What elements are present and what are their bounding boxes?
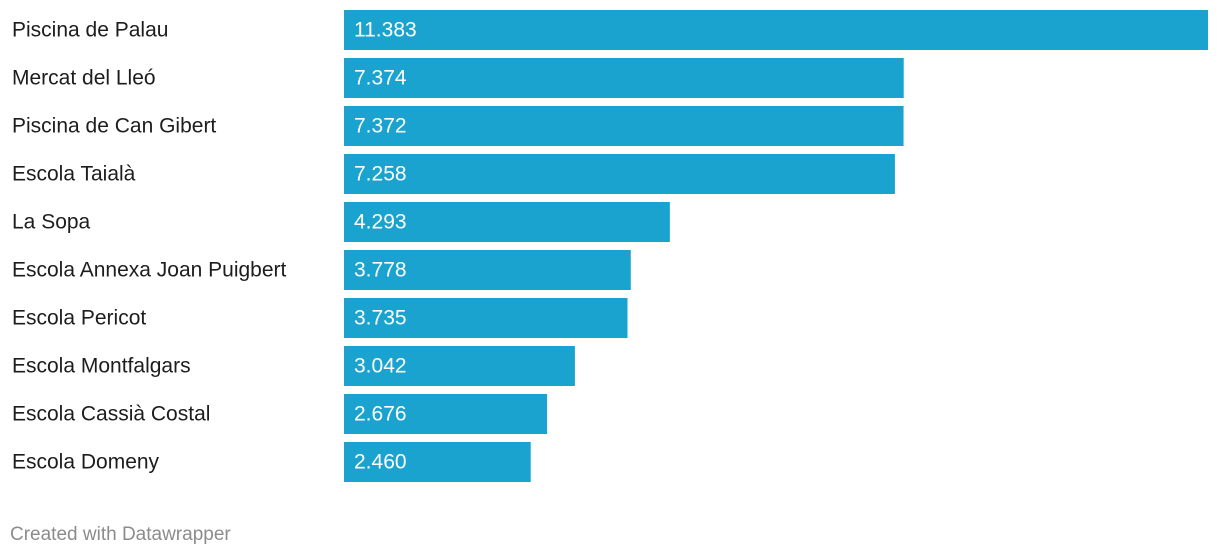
value-label: 7.258 bbox=[354, 163, 407, 186]
category-label: Escola Domeny bbox=[12, 451, 160, 474]
bar bbox=[344, 442, 531, 482]
bar bbox=[344, 202, 670, 242]
category-label: Escola Annexa Joan Puigbert bbox=[12, 259, 287, 282]
value-label: 4.293 bbox=[354, 211, 407, 234]
category-label: Escola Montfalgars bbox=[12, 355, 191, 378]
bar bbox=[344, 298, 628, 338]
bar bbox=[344, 394, 548, 434]
value-label: 2.676 bbox=[354, 403, 407, 426]
category-label: La Sopa bbox=[12, 211, 91, 234]
bar bbox=[344, 106, 904, 146]
category-label: Piscina de Palau bbox=[12, 19, 168, 42]
bar bbox=[344, 58, 904, 98]
value-label: 3.042 bbox=[354, 355, 407, 378]
bar bbox=[344, 250, 631, 290]
category-label: Escola Cassià Costal bbox=[12, 403, 210, 426]
value-label: 11.383 bbox=[354, 19, 417, 42]
category-label: Piscina de Can Gibert bbox=[12, 115, 216, 138]
category-label: Escola Taialà bbox=[12, 163, 136, 186]
category-label: Escola Pericot bbox=[12, 307, 146, 330]
value-label: 3.735 bbox=[354, 307, 407, 330]
value-label: 7.374 bbox=[354, 67, 407, 90]
category-label: Mercat del Lleó bbox=[12, 67, 156, 90]
bar bbox=[344, 346, 575, 386]
value-label: 2.460 bbox=[354, 451, 407, 474]
value-label: 7.372 bbox=[354, 115, 407, 138]
value-label: 3.778 bbox=[354, 259, 407, 282]
credit: Created with Datawrapper bbox=[10, 524, 231, 545]
bar bbox=[344, 10, 1208, 50]
bar bbox=[344, 154, 895, 194]
